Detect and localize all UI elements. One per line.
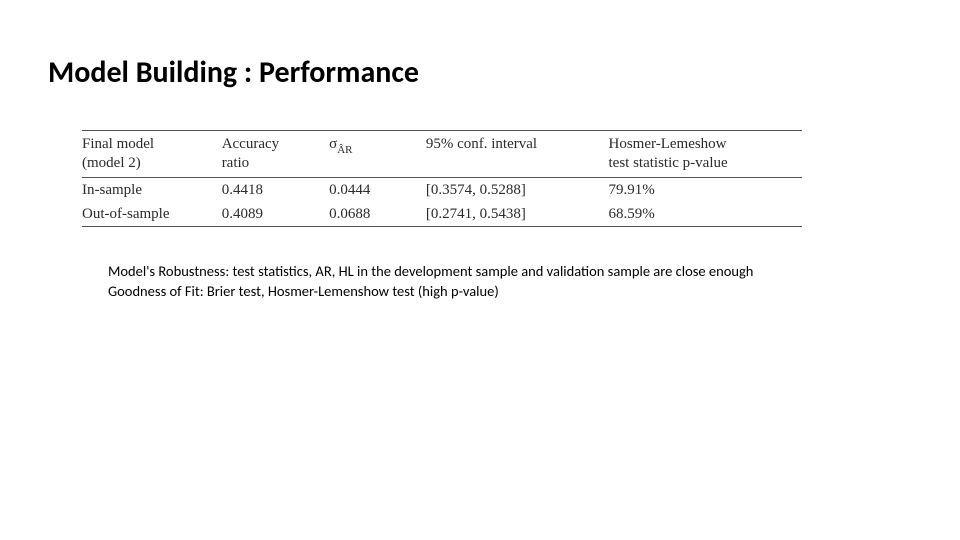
col-header-accuracy: Accuracy ratio	[222, 131, 329, 178]
cell-sigma: 0.0444	[329, 177, 426, 202]
notes-line-goodness: Goodness of Fit: Brier test, Hosmer-Leme…	[108, 282, 908, 302]
table-row: In-sample 0.4418 0.0444 [0.3574, 0.5288]…	[82, 177, 802, 202]
col-header-hl-l2: test statistic p-value	[609, 155, 728, 171]
sigma-subscript: ÂR	[337, 144, 352, 156]
col-header-model: Final model (model 2)	[82, 131, 222, 178]
table-header-row: Final model (model 2) Accuracy ratio σÂR…	[82, 131, 802, 178]
cell-label: In-sample	[82, 177, 222, 202]
cell-ci: [0.3574, 0.5288]	[426, 177, 609, 202]
col-header-hl-l1: Hosmer-Lemeshow	[609, 136, 727, 152]
notes-block: Model's Robustness: test statistics, AR,…	[108, 262, 908, 301]
col-header-model-l1: Final model	[82, 136, 154, 152]
performance-table: Final model (model 2) Accuracy ratio σÂR…	[82, 130, 802, 227]
page-title: Model Building : Performance	[48, 54, 419, 91]
col-header-accuracy-l2: ratio	[222, 155, 250, 171]
table-row: Out-of-sample 0.4089 0.0688 [0.2741, 0.5…	[82, 202, 802, 227]
cell-sigma: 0.0688	[329, 202, 426, 227]
col-header-model-l2: (model 2)	[82, 155, 141, 171]
notes-line-robustness: Model's Robustness: test statistics, AR,…	[108, 262, 908, 282]
col-header-sigma: σÂR	[329, 131, 426, 178]
col-header-ci: 95% conf. interval	[426, 131, 609, 178]
cell-hl: 79.91%	[609, 177, 802, 202]
cell-ci: [0.2741, 0.5438]	[426, 202, 609, 227]
cell-ar: 0.4418	[222, 177, 329, 202]
cell-ar: 0.4089	[222, 202, 329, 227]
cell-hl: 68.59%	[609, 202, 802, 227]
cell-label: Out-of-sample	[82, 202, 222, 227]
col-header-accuracy-l1: Accuracy	[222, 136, 279, 152]
col-header-hl: Hosmer-Lemeshow test statistic p-value	[609, 131, 802, 178]
